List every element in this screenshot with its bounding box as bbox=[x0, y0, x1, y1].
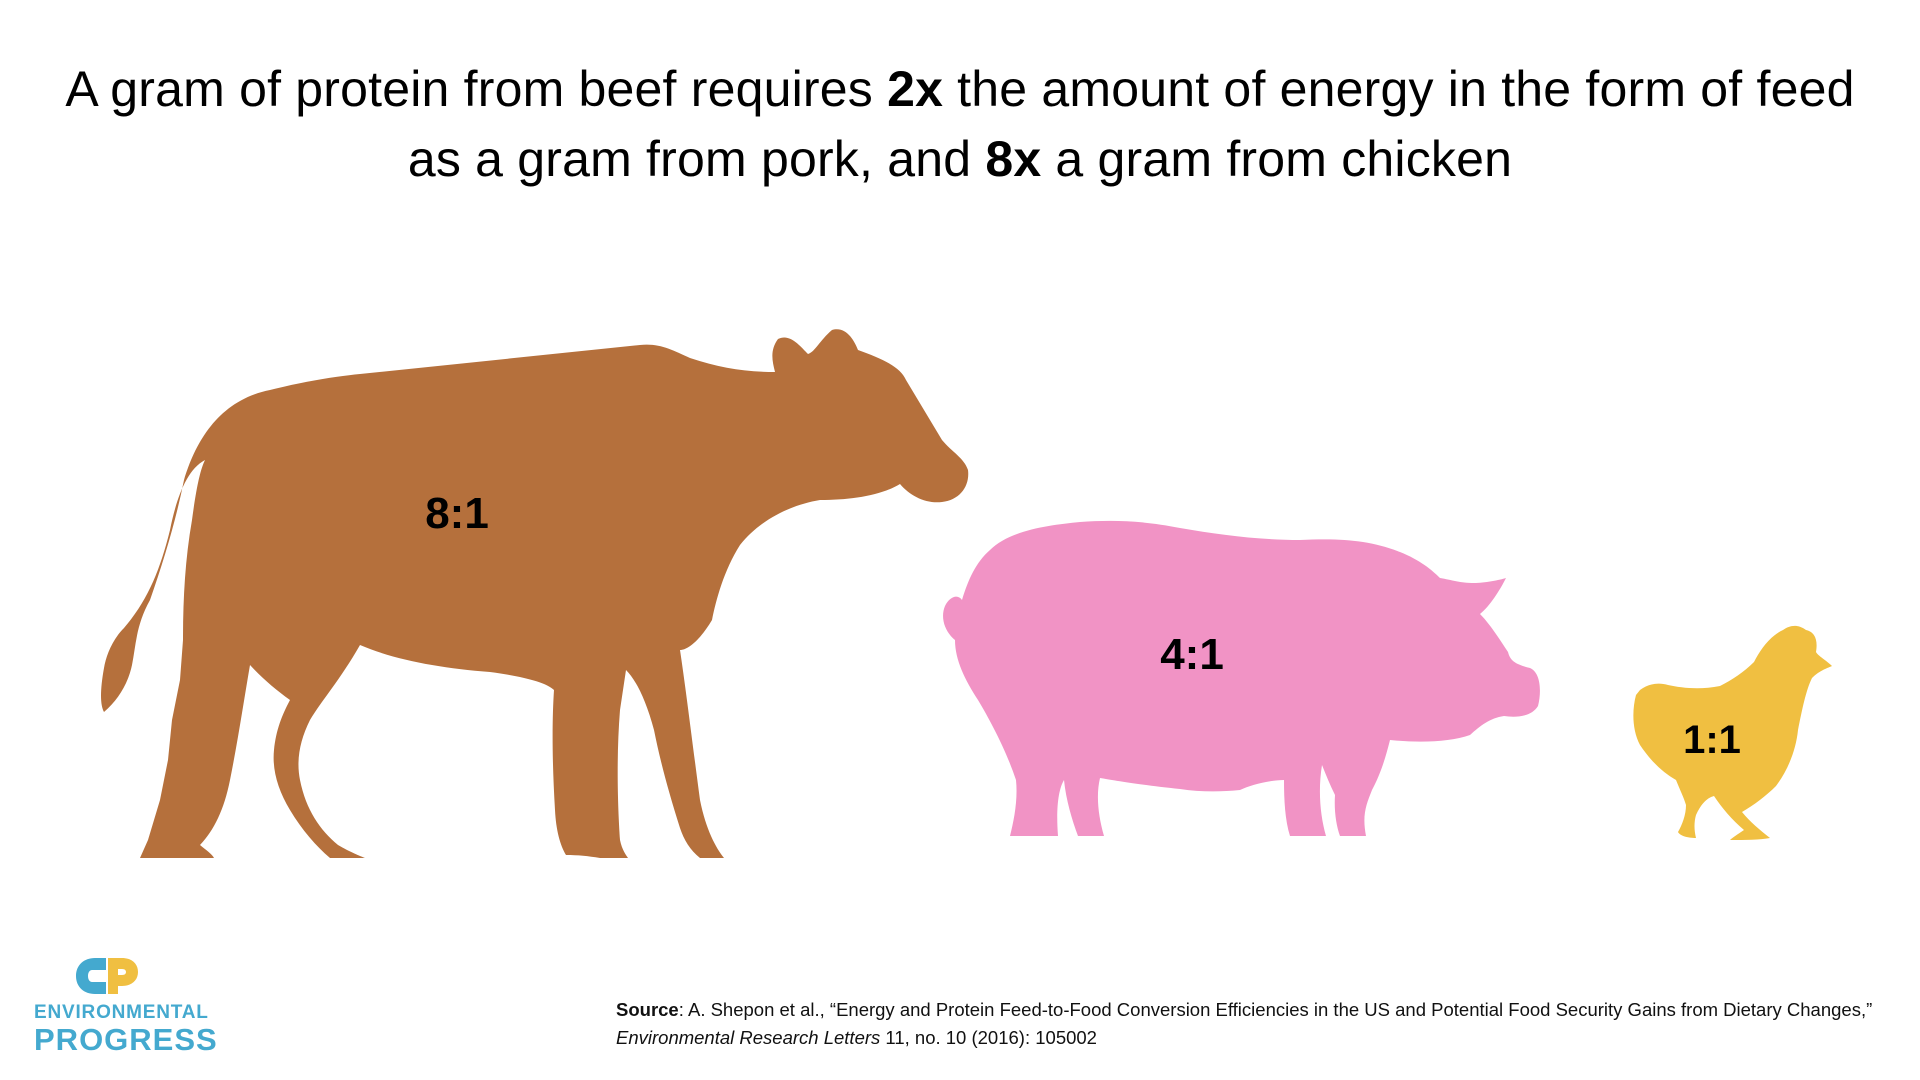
source-journal: Environmental Research Letters bbox=[616, 1027, 881, 1048]
source-text: : A. Shepon et al., “Energy and Protein … bbox=[678, 999, 1873, 1020]
headline-emphasis-2x: 2x bbox=[887, 61, 944, 117]
logo-text-progress: PROGRESS bbox=[34, 1022, 218, 1057]
pig-ratio-label: 4:1 bbox=[1160, 630, 1224, 679]
source-text-end: 11, no. 10 (2016): 105002 bbox=[880, 1027, 1097, 1048]
cow-icon: 8:1 bbox=[101, 329, 969, 859]
headline-emphasis-8x: 8x bbox=[985, 131, 1042, 187]
headline: A gram of protein from beef requires 2x … bbox=[60, 54, 1860, 194]
cow-ratio-label: 8:1 bbox=[425, 489, 489, 538]
chicken-ratio-label: 1:1 bbox=[1683, 718, 1741, 762]
ep-logo-icon bbox=[76, 958, 138, 994]
headline-text-3: a gram from chicken bbox=[1041, 131, 1513, 187]
headline-text-2: the amount of energy in the form of feed… bbox=[407, 61, 1855, 187]
headline-text-1: A gram of protein from beef requires bbox=[65, 61, 888, 117]
source-label: Source bbox=[616, 999, 679, 1020]
source-citation: Source: A. Shepon et al., “Energy and Pr… bbox=[616, 996, 1906, 1052]
pig-icon: 4:1 bbox=[943, 520, 1540, 836]
logo-text-environmental: ENVIRONMENTAL bbox=[34, 1002, 209, 1023]
chicken-icon: 1:1 bbox=[1633, 625, 1832, 840]
